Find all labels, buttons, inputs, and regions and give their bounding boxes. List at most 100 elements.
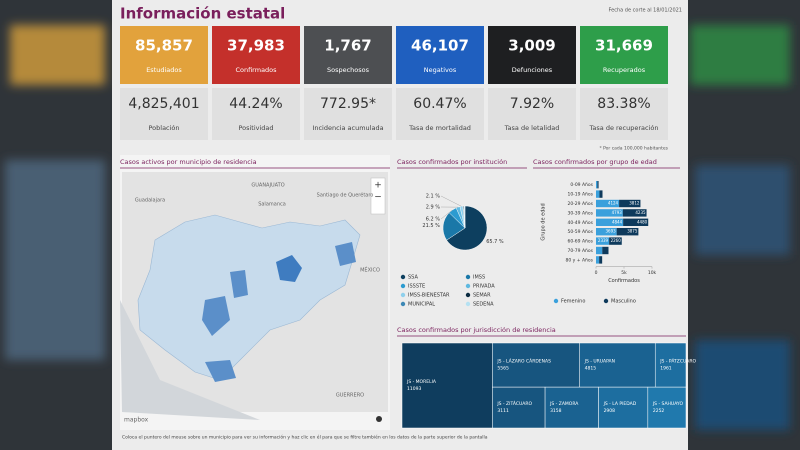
stat-value: 85,857 — [135, 37, 193, 55]
treemap-cell — [654, 342, 687, 388]
legend-label: ISSSTE — [408, 284, 425, 290]
cell-label: JS - SAHUAYO — [652, 401, 684, 407]
legend-label: SSA — [408, 275, 418, 281]
bar-label: 4793 — [612, 210, 623, 215]
legend-swatch — [553, 298, 559, 304]
cell-label: JS - LÁZARO CÁRDENAS — [496, 358, 551, 365]
y-tick-label: 40-49 Años — [567, 220, 593, 226]
bar — [599, 256, 603, 264]
legend-swatch — [465, 301, 471, 307]
legend-label: Femenino — [561, 299, 585, 305]
bar — [596, 181, 598, 189]
legend-swatch — [465, 292, 471, 298]
cell-value: 3158 — [550, 408, 562, 414]
cell-value: 4815 — [585, 366, 597, 372]
pie-label: 2.9 % — [426, 205, 441, 211]
rate-label: Tasa de mortalidad — [408, 124, 471, 132]
stat-value: 3,009 — [508, 37, 555, 55]
cell-value: 3111 — [497, 408, 509, 414]
municipality[interactable] — [276, 255, 302, 282]
y-tick-label: 30-39 Años — [567, 210, 593, 216]
municipality[interactable] — [335, 242, 356, 266]
bar — [596, 237, 610, 245]
legend-label: IMSS — [473, 275, 485, 281]
rate-card — [212, 88, 300, 140]
rate-card — [396, 88, 484, 140]
treemap-cell — [401, 342, 493, 429]
bar — [596, 209, 623, 217]
municipality[interactable] — [202, 296, 230, 336]
pie-label: 21.5 % — [422, 223, 440, 229]
zoom-controls[interactable] — [370, 177, 386, 215]
bar-label: 4844 — [612, 219, 623, 224]
bar-label: 4235 — [635, 210, 646, 215]
rate-value: 60.47% — [413, 96, 466, 112]
y-tick-label: 70-79 Años — [567, 248, 593, 254]
leader — [440, 209, 453, 220]
section-title: Casos confirmados por institución — [397, 158, 507, 166]
cell-value: 1961 — [660, 366, 672, 372]
legend-swatch — [465, 274, 471, 280]
place-label: GUERRERO — [336, 393, 364, 399]
municipality[interactable] — [230, 270, 248, 298]
state-shape[interactable] — [137, 214, 361, 381]
legend-swatch — [400, 292, 406, 298]
rate-value: 44.24% — [229, 96, 282, 112]
bar-label: 4480 — [637, 219, 648, 224]
rate-label: Población — [148, 124, 179, 132]
x-tick-label: 10k — [648, 270, 657, 276]
y-tick-label: 60-69 Años — [567, 239, 593, 245]
y-tick-label: 80 y + Años — [566, 257, 594, 263]
bar — [619, 199, 641, 208]
cell-value: 5565 — [497, 366, 509, 372]
stat-value: 31,669 — [595, 37, 653, 55]
stat-label: Recuperados — [603, 66, 646, 74]
legend-swatch — [465, 283, 471, 289]
stat-label: Estudiados — [146, 66, 182, 74]
bar — [599, 190, 603, 198]
bar-label: 3875 — [627, 229, 638, 234]
bar — [622, 209, 647, 217]
x-axis-title: Confirmados — [608, 278, 640, 284]
rate-card — [304, 88, 392, 140]
treemap-cell — [492, 342, 580, 388]
legend-label: PRIVADA — [473, 284, 495, 290]
bar — [596, 246, 603, 255]
stat-label: Negativos — [424, 66, 457, 74]
stat-label: Defunciones — [512, 66, 553, 74]
treemap-cell — [544, 386, 599, 429]
pie-label: 65.7 % — [486, 239, 504, 245]
zoom-in[interactable]: + — [374, 181, 382, 191]
bar — [596, 199, 620, 208]
rate-label: Tasa de letalidad — [504, 124, 560, 132]
rate-label: Positividad — [238, 124, 273, 132]
date: Fecha de corte al 18/01/2021 — [609, 8, 682, 14]
legend-swatch — [603, 298, 609, 304]
legend-swatch — [400, 283, 406, 289]
treemap-cell — [598, 386, 649, 429]
rate-value: 7.92% — [510, 96, 554, 112]
sea — [120, 300, 260, 420]
stat-card — [396, 26, 484, 84]
legend-label: IMSS-BIENESTAR — [408, 293, 450, 299]
stat-card — [120, 26, 208, 84]
municipality[interactable] — [205, 360, 236, 382]
y-tick-label: 10-19 Años — [567, 192, 593, 198]
rate-label: Tasa de recuperación — [589, 124, 659, 132]
rate-label: Incidencia acumulada — [312, 124, 383, 132]
bar — [597, 181, 599, 189]
info-icon[interactable] — [376, 416, 382, 422]
pie-label: 6.2 % — [426, 217, 441, 223]
stat-value: 1,767 — [324, 37, 371, 55]
rate-card — [488, 88, 576, 140]
zoom-out[interactable]: − — [374, 193, 382, 203]
place-label: Guadalajara — [135, 198, 165, 204]
place-label: Santiago de Querétaro — [317, 192, 374, 199]
cell-value: 2252 — [653, 408, 665, 414]
attribution: mapbox — [124, 417, 149, 424]
stat-value: 37,983 — [227, 37, 285, 55]
treemap-cell — [647, 386, 687, 429]
stat-card — [488, 26, 576, 84]
